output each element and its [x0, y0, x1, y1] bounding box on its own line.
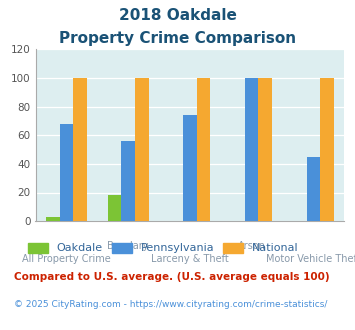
Text: Compared to U.S. average. (U.S. average equals 100): Compared to U.S. average. (U.S. average … [14, 272, 330, 282]
Text: © 2025 CityRating.com - https://www.cityrating.com/crime-statistics/: © 2025 CityRating.com - https://www.city… [14, 300, 328, 309]
Bar [320, 78, 334, 221]
Text: Burglary: Burglary [108, 241, 149, 250]
Text: Larceny & Theft: Larceny & Theft [151, 254, 229, 264]
Text: Motor Vehicle Theft: Motor Vehicle Theft [266, 254, 355, 264]
Text: 2018 Oakdale: 2018 Oakdale [119, 8, 236, 23]
Bar [183, 115, 197, 221]
Bar [135, 78, 148, 221]
Bar [258, 78, 272, 221]
Bar [245, 78, 258, 221]
Text: All Property Crime: All Property Crime [22, 254, 111, 264]
Legend: Oakdale, Pennsylvania, National: Oakdale, Pennsylvania, National [23, 238, 303, 258]
Bar [121, 141, 135, 221]
Bar [46, 217, 60, 221]
Bar [73, 78, 87, 221]
Bar [60, 124, 73, 221]
Bar [307, 157, 320, 221]
Text: Arson: Arson [238, 241, 266, 250]
Text: Property Crime Comparison: Property Crime Comparison [59, 31, 296, 46]
Bar [108, 195, 121, 221]
Bar [197, 78, 210, 221]
